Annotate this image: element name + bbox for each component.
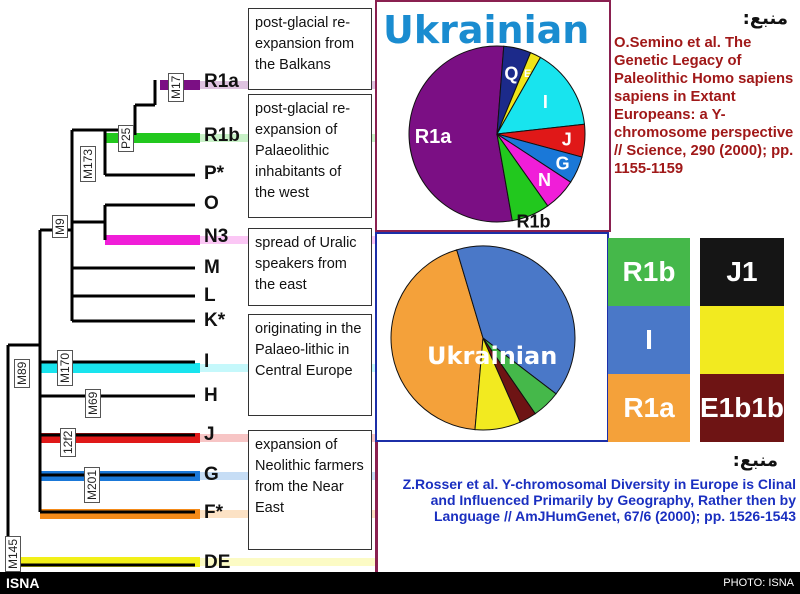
haplogroup-tree-panel: R1a R1b P* O N3 M L K* I H J G F* DE M17… xyxy=(0,0,378,573)
haplogroup-label-h: H xyxy=(204,385,218,406)
legend-block-r1b: R1b xyxy=(608,238,690,306)
haplogroup-label-j: J xyxy=(204,424,215,445)
pie-slice-r1a xyxy=(390,249,484,431)
description-uralic: spread of Uralic speakers from the east xyxy=(248,228,372,306)
source1-heading: منبع: xyxy=(742,8,788,29)
pie-label-i: I xyxy=(543,92,548,112)
pie-chart-rosser xyxy=(390,245,576,431)
haplogroup-label-i: I xyxy=(204,351,210,372)
haplogroup-label-m: M xyxy=(204,257,220,278)
haplogroup-label-g: G xyxy=(204,464,219,485)
haplogroup-label-de: DE xyxy=(204,552,231,573)
footer-credit: PHOTO: ISNA xyxy=(723,577,794,589)
pie-label-q: Q xyxy=(504,64,518,84)
pie-label-n: N xyxy=(538,170,551,190)
description-central-europe: originating in the Palaeo-lithic in Cent… xyxy=(248,314,372,416)
bar-tail-de xyxy=(200,558,375,566)
haplogroup-label-r1a: R1a xyxy=(204,71,239,92)
mutation-label-12f2: 12f2 xyxy=(60,427,76,457)
mutation-label-m201: M201 xyxy=(84,466,100,503)
mutation-label-m69: M69 xyxy=(85,388,101,418)
pie1-title: Ukrainian xyxy=(383,8,590,52)
haplogroup-label-f: F* xyxy=(204,502,223,523)
bar-n3 xyxy=(105,235,200,245)
description-near-east: expansion of Neolithic farmers from the … xyxy=(248,430,372,550)
legend-block-e1b1b: E1b1b xyxy=(700,374,784,442)
mutation-label-m145: M145 xyxy=(5,535,21,572)
mutation-label-m89: M89 xyxy=(14,358,30,388)
mutation-label-m9: M9 xyxy=(52,215,68,238)
bar-i xyxy=(40,363,200,373)
mutation-label-m170: M170 xyxy=(57,349,73,386)
haplogroup-label-l: L xyxy=(204,285,216,306)
pie-label-g: G xyxy=(556,154,570,174)
pie-slice-r1b xyxy=(496,133,549,222)
haplogroup-label-n3: N3 xyxy=(204,226,229,247)
haplogroup-label-p: P* xyxy=(204,163,225,184)
legend-block-j1: J1 xyxy=(700,238,784,306)
pie-slice-r1a xyxy=(408,45,513,223)
pie-chart-semino-panel: Ukrainian R1a Q E I J G N R1b xyxy=(375,0,611,232)
bar-de xyxy=(8,557,200,567)
pie-slice-i xyxy=(456,245,576,395)
pie-label-r1a: R1a xyxy=(415,126,453,148)
pie-label-e: E xyxy=(524,68,531,80)
pie-label-j: J xyxy=(562,129,572,149)
legend-block-r1a: R1a xyxy=(608,374,690,442)
legend-block-yellow xyxy=(700,306,784,374)
haplogroup-label-r1b: R1b xyxy=(204,125,240,146)
pie-label-r1b: R1b xyxy=(517,212,551,230)
pie-slice-i xyxy=(496,56,586,135)
pie2-title: Ukrainian xyxy=(427,342,558,370)
bar-r1b xyxy=(105,133,200,143)
source1-citation: O.Semino et al. The Genetic Legacy of Pa… xyxy=(614,35,794,177)
mutation-label-m17: M17 xyxy=(168,72,184,102)
haplogroup-label-o: O xyxy=(204,193,219,214)
haplogroup-label-k: K* xyxy=(204,310,226,331)
legend-block-i: I xyxy=(608,306,690,374)
footer-bar: ISNA PHOTO: ISNA xyxy=(0,572,800,594)
bar-f xyxy=(40,509,200,519)
legend-blocks: R1b I R1a J1 E1b1b xyxy=(608,238,784,442)
mutation-label-p25: P25 xyxy=(118,124,134,152)
source2-citation: Z.Rosser et al. Y-chromosomal Diversity … xyxy=(402,476,796,524)
pie-chart-rosser-panel: Ukrainian xyxy=(375,232,609,442)
bar-j xyxy=(40,433,200,443)
description-west: post-glacial re-expansion of Palaeolithi… xyxy=(248,94,372,218)
pie-slice-e1b1b xyxy=(474,337,521,431)
source2-heading: منبع: xyxy=(732,450,778,471)
description-balkans: post-glacial re-expansion from the Balka… xyxy=(248,8,372,90)
footer-brand: ISNA xyxy=(6,575,40,591)
mutation-label-m173: M173 xyxy=(80,145,96,182)
